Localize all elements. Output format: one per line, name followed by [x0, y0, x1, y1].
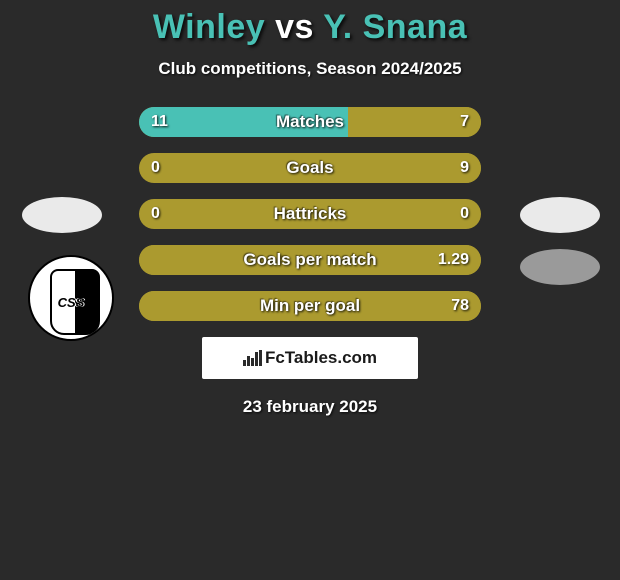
- stat-label: Hattricks: [139, 199, 481, 229]
- brand-box[interactable]: FcTables.com: [202, 337, 418, 379]
- stat-row: Min per goal78: [139, 291, 481, 321]
- stats-list: 11Matches70Goals90Hattricks0Goals per ma…: [139, 107, 481, 321]
- stat-label: Min per goal: [139, 291, 481, 321]
- comparison-title: Winley vs Y. Snana: [0, 0, 620, 47]
- player-right-name: Y. Snana: [323, 8, 467, 46]
- club-left-shadow-icon: [22, 197, 102, 233]
- stat-label: Goals per match: [139, 245, 481, 275]
- subtitle: Club competitions, Season 2024/2025: [0, 59, 620, 79]
- date-text: 23 february 2025: [0, 397, 620, 417]
- club-right-shadow2-icon: [520, 249, 600, 285]
- club-left-badge-icon: [28, 255, 114, 341]
- vs-text: vs: [275, 8, 314, 46]
- brand-text: FcTables.com: [265, 348, 377, 368]
- stat-value-right: 78: [451, 291, 469, 321]
- brand-chart-icon: [243, 350, 261, 366]
- stat-value-right: 0: [460, 199, 469, 229]
- stat-value-right: 1.29: [438, 245, 469, 275]
- stat-row: Goals per match1.29: [139, 245, 481, 275]
- club-right-shadow-icon: [520, 197, 600, 233]
- stat-value-right: 9: [460, 153, 469, 183]
- stat-label: Goals: [139, 153, 481, 183]
- stat-label: Matches: [139, 107, 481, 137]
- player-left-name: Winley: [153, 8, 265, 46]
- stat-row: 0Hattricks0: [139, 199, 481, 229]
- stat-row: 11Matches7: [139, 107, 481, 137]
- stat-row: 0Goals9: [139, 153, 481, 183]
- stat-value-right: 7: [460, 107, 469, 137]
